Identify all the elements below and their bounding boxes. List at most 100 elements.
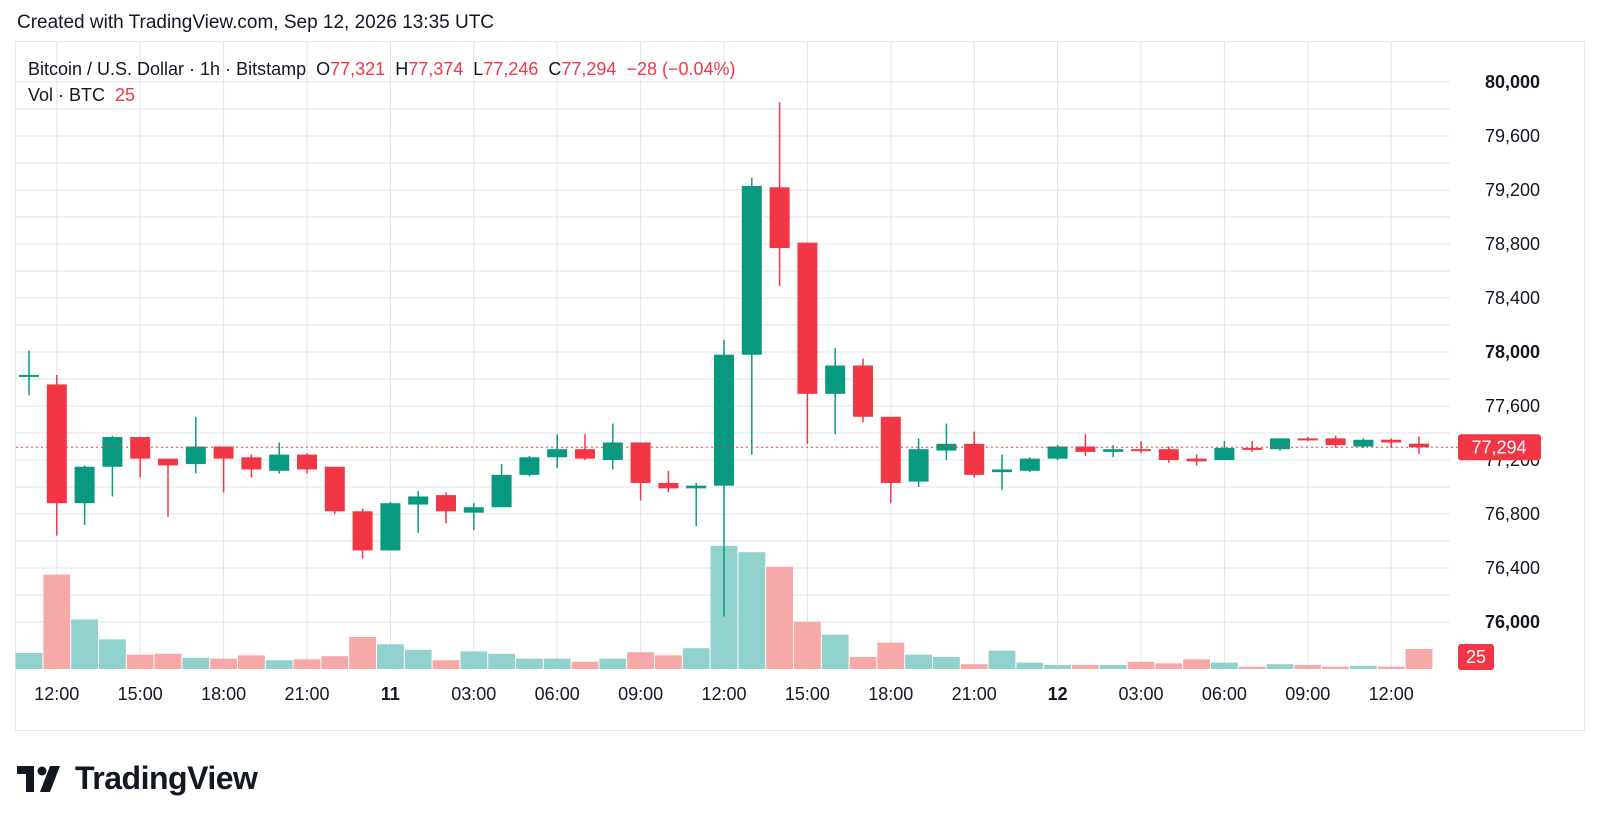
symbol-title: Bitcoin / U.S. Dollar · 1h · Bitstamp bbox=[28, 59, 307, 79]
y-tick-label: 78,800 bbox=[1485, 234, 1540, 254]
candle bbox=[185, 416, 206, 474]
close-value: 77,294 bbox=[561, 59, 617, 79]
volume-bar bbox=[321, 656, 349, 669]
candle-body bbox=[1381, 439, 1402, 443]
candle bbox=[880, 416, 901, 504]
candle bbox=[936, 423, 957, 460]
volume-bar bbox=[460, 651, 488, 669]
candle-body bbox=[297, 454, 317, 470]
candle-body bbox=[408, 496, 429, 505]
candle bbox=[1186, 454, 1207, 466]
candle bbox=[519, 455, 540, 477]
volume-bar bbox=[1016, 662, 1044, 669]
x-tick-label: 12:00 bbox=[34, 684, 79, 704]
candle bbox=[1019, 457, 1040, 473]
volume-bar bbox=[238, 655, 265, 669]
candle bbox=[74, 465, 95, 525]
x-tick-label: 03:00 bbox=[1118, 684, 1163, 704]
volume-bar bbox=[543, 658, 571, 669]
low-label: L bbox=[473, 59, 484, 79]
candle bbox=[436, 492, 456, 524]
candle-body bbox=[853, 365, 873, 417]
candle-body bbox=[1019, 458, 1040, 471]
candle bbox=[1325, 435, 1346, 448]
volume-bar bbox=[1238, 666, 1266, 669]
candle-body bbox=[46, 384, 67, 504]
volume-bar bbox=[1183, 659, 1210, 669]
volume-bar bbox=[960, 664, 988, 669]
y-tick-label: 77,600 bbox=[1485, 396, 1540, 416]
volume-bar bbox=[432, 660, 460, 669]
candle bbox=[463, 503, 484, 531]
last-volume-badge bbox=[1458, 644, 1494, 670]
candle bbox=[241, 454, 262, 478]
candle-body bbox=[241, 457, 262, 470]
candle-body bbox=[1158, 449, 1179, 460]
candle-body bbox=[130, 437, 151, 459]
tradingview-logo-text: TradingView bbox=[75, 760, 258, 796]
candle bbox=[269, 442, 290, 474]
candle bbox=[825, 347, 846, 435]
open-label: O bbox=[316, 59, 331, 79]
axes: 80,000 79,600 79,200 78,800 78,400 78,000 77,6… bbox=[34, 72, 1541, 704]
volume-bar bbox=[265, 660, 293, 669]
x-tick-label: 06:00 bbox=[1202, 684, 1247, 704]
candle-body bbox=[19, 374, 39, 377]
candle-body bbox=[964, 443, 985, 475]
volume-bar bbox=[99, 639, 126, 669]
candle-body bbox=[992, 469, 1012, 473]
volume-bar bbox=[210, 658, 237, 669]
volume-bar bbox=[571, 661, 599, 669]
volume-bar bbox=[154, 653, 182, 669]
tradingview-logo[interactable]: TradingView bbox=[17, 760, 258, 797]
volume-bar bbox=[1294, 665, 1322, 669]
candle bbox=[1381, 438, 1402, 448]
volume-bar bbox=[794, 621, 821, 669]
low-value: 77,246 bbox=[483, 59, 539, 79]
open-value: 77,321 bbox=[330, 59, 386, 79]
close-label: C bbox=[548, 59, 562, 79]
candle bbox=[1409, 436, 1429, 454]
candle bbox=[908, 438, 929, 487]
candle-body bbox=[741, 185, 762, 355]
candle-body bbox=[1270, 438, 1290, 450]
volume-bar bbox=[15, 653, 43, 669]
last-price-badge-text: 77,294 bbox=[1471, 437, 1526, 457]
high-value: 77,374 bbox=[408, 59, 464, 79]
candle bbox=[992, 454, 1012, 490]
candle-body bbox=[463, 507, 484, 513]
candle-body bbox=[1242, 447, 1263, 450]
volume-bar bbox=[933, 657, 960, 669]
candle-body bbox=[519, 457, 540, 475]
candle bbox=[46, 374, 67, 536]
candle bbox=[324, 466, 345, 514]
y-tick-label: 78,400 bbox=[1485, 288, 1540, 308]
candle bbox=[1242, 441, 1263, 452]
candle-body bbox=[1353, 439, 1374, 447]
volume-bar bbox=[71, 619, 98, 669]
candle-body bbox=[1186, 458, 1207, 462]
candle bbox=[491, 464, 512, 508]
candle bbox=[1270, 438, 1290, 451]
candle bbox=[741, 177, 762, 455]
volume-bar bbox=[1044, 665, 1071, 669]
volume-bar bbox=[293, 659, 321, 669]
candle bbox=[408, 491, 429, 533]
x-tick-label: 21:00 bbox=[284, 684, 329, 704]
tradingview-logo-icon bbox=[17, 765, 60, 792]
volume-bar bbox=[877, 642, 905, 669]
candle-body bbox=[352, 511, 373, 551]
candle bbox=[1158, 446, 1179, 463]
volume-bar bbox=[1211, 662, 1238, 669]
y-tick-label: 78,000 bbox=[1485, 342, 1540, 362]
symbol-legend: Bitcoin / U.S. Dollar · 1h · Bitstamp O7… bbox=[28, 59, 736, 80]
volume-bars bbox=[15, 545, 1433, 669]
candle-body bbox=[1325, 438, 1346, 446]
candle-body bbox=[102, 437, 123, 467]
candle-body bbox=[797, 242, 818, 394]
y-tick-label: 79,200 bbox=[1485, 180, 1540, 200]
y-tick-label: 76,800 bbox=[1485, 504, 1540, 524]
x-tick-label: 06:00 bbox=[535, 684, 580, 704]
volume-bar bbox=[1072, 665, 1099, 669]
